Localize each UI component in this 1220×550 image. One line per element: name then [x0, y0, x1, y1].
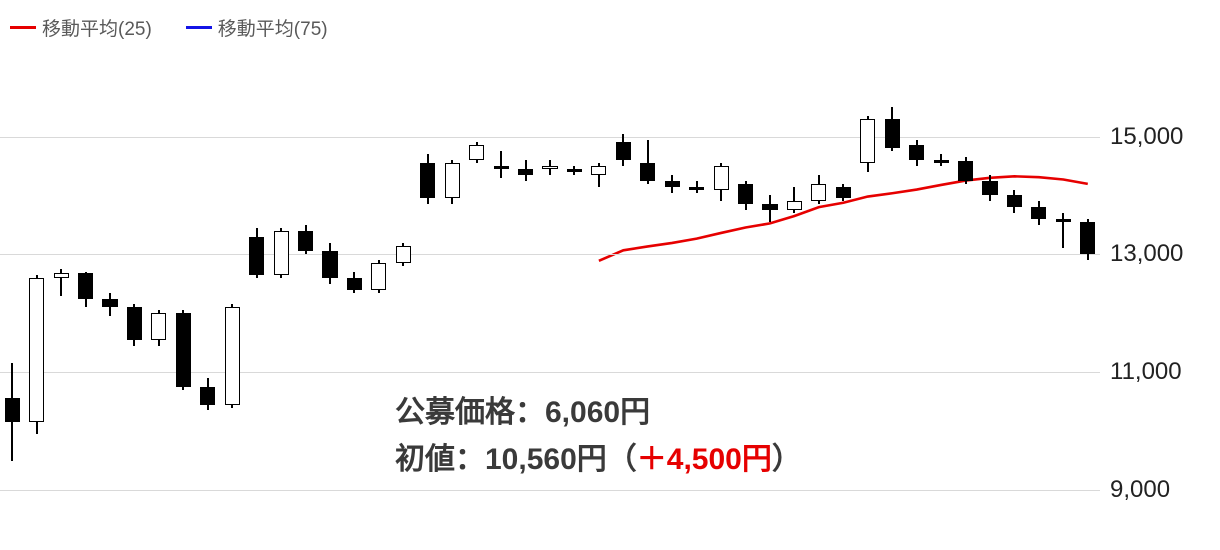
candle-44-bearish[interactable] [1080, 222, 1095, 254]
candle-34-bearish[interactable] [836, 187, 851, 199]
candle-8-bearish[interactable] [200, 387, 215, 405]
candle-23-bearish[interactable] [567, 169, 582, 172]
gridline-9000 [0, 490, 1100, 491]
candle-43-bearish[interactable] [1056, 219, 1071, 222]
y-axis-label-11000: 11,000 [1110, 358, 1182, 386]
gridline-11000 [0, 372, 1100, 373]
initial-price-text: 初値：10,560円（＋4,500円） [395, 437, 802, 484]
gridline-15000 [0, 137, 1100, 138]
candle-16-bullish[interactable] [396, 246, 411, 264]
candle-31-bearish[interactable] [762, 204, 777, 210]
candle-24-bullish[interactable] [591, 166, 606, 175]
candle-32-bullish[interactable] [787, 201, 802, 210]
gridline-13000 [0, 254, 1100, 255]
y-axis-label-9000: 9,000 [1110, 476, 1170, 504]
candle-33-bullish[interactable] [811, 184, 826, 202]
legend-item-ma75: 移動平均(75) [186, 14, 328, 41]
candle-11-bullish[interactable] [274, 231, 289, 275]
candle-15-bullish[interactable] [371, 263, 386, 290]
candle-27-bearish[interactable] [665, 181, 680, 187]
candle-40-bearish[interactable] [982, 181, 997, 196]
candle-20-bearish[interactable] [494, 166, 509, 169]
legend-item-ma25: 移動平均(25) [10, 14, 152, 41]
ma25-swatch [10, 26, 36, 29]
candle-wick-20 [500, 151, 502, 178]
candle-3-bearish[interactable] [78, 273, 93, 298]
candle-2-bullish[interactable] [54, 273, 69, 278]
candle-1-bullish[interactable] [29, 278, 44, 422]
candle-28-bearish[interactable] [689, 187, 704, 190]
candle-25-bearish[interactable] [616, 142, 631, 160]
candle-26-bearish[interactable] [640, 163, 655, 181]
candle-14-bearish[interactable] [347, 278, 362, 290]
candle-36-bearish[interactable] [885, 119, 900, 148]
candle-10-bearish[interactable] [249, 237, 264, 275]
ma25-label: 移動平均(25) [42, 14, 152, 41]
chart-legend: 移動平均(25) 移動平均(75) [10, 14, 354, 41]
candle-30-bearish[interactable] [738, 184, 753, 205]
ma75-swatch [186, 26, 212, 29]
price-increase-text: ＋4,500円 [637, 443, 772, 476]
candle-4-bearish[interactable] [102, 299, 117, 308]
candle-0-bearish[interactable] [5, 398, 20, 422]
candle-29-bullish[interactable] [714, 166, 729, 190]
candle-6-bullish[interactable] [151, 313, 166, 340]
plot-area: 公募価格：6,060円 初値：10,560円（＋4,500円） 15,000 13… [0, 60, 1100, 490]
candle-19-bullish[interactable] [469, 145, 484, 160]
public-offering-price-text: 公募価格：6,060円 [395, 390, 802, 437]
candle-12-bearish[interactable] [298, 231, 313, 252]
candle-5-bearish[interactable] [127, 307, 142, 339]
candle-39-bearish[interactable] [958, 161, 973, 180]
candle-7-bearish[interactable] [176, 313, 191, 387]
candle-9-bullish[interactable] [225, 307, 240, 404]
candle-42-bearish[interactable] [1031, 207, 1046, 219]
candle-38-bearish[interactable] [934, 160, 949, 163]
candle-17-bearish[interactable] [420, 163, 435, 198]
y-axis-label-13000: 13,000 [1110, 240, 1183, 268]
candle-13-bearish[interactable] [322, 251, 337, 278]
ma75-label: 移動平均(75) [218, 14, 328, 41]
candlestick-chart-root: 移動平均(25) 移動平均(75) 公募価格：6,060円 初値：10,560円… [0, 0, 1220, 550]
price-annotation: 公募価格：6,060円 初値：10,560円（＋4,500円） [395, 390, 802, 483]
candle-22-bullish[interactable] [542, 166, 557, 169]
candle-41-bearish[interactable] [1007, 195, 1022, 207]
candle-21-bearish[interactable] [518, 169, 533, 175]
y-axis-label-15000: 15,000 [1110, 123, 1183, 151]
candle-18-bullish[interactable] [445, 163, 460, 198]
candle-37-bearish[interactable] [909, 145, 924, 160]
candle-35-bullish[interactable] [860, 119, 875, 163]
